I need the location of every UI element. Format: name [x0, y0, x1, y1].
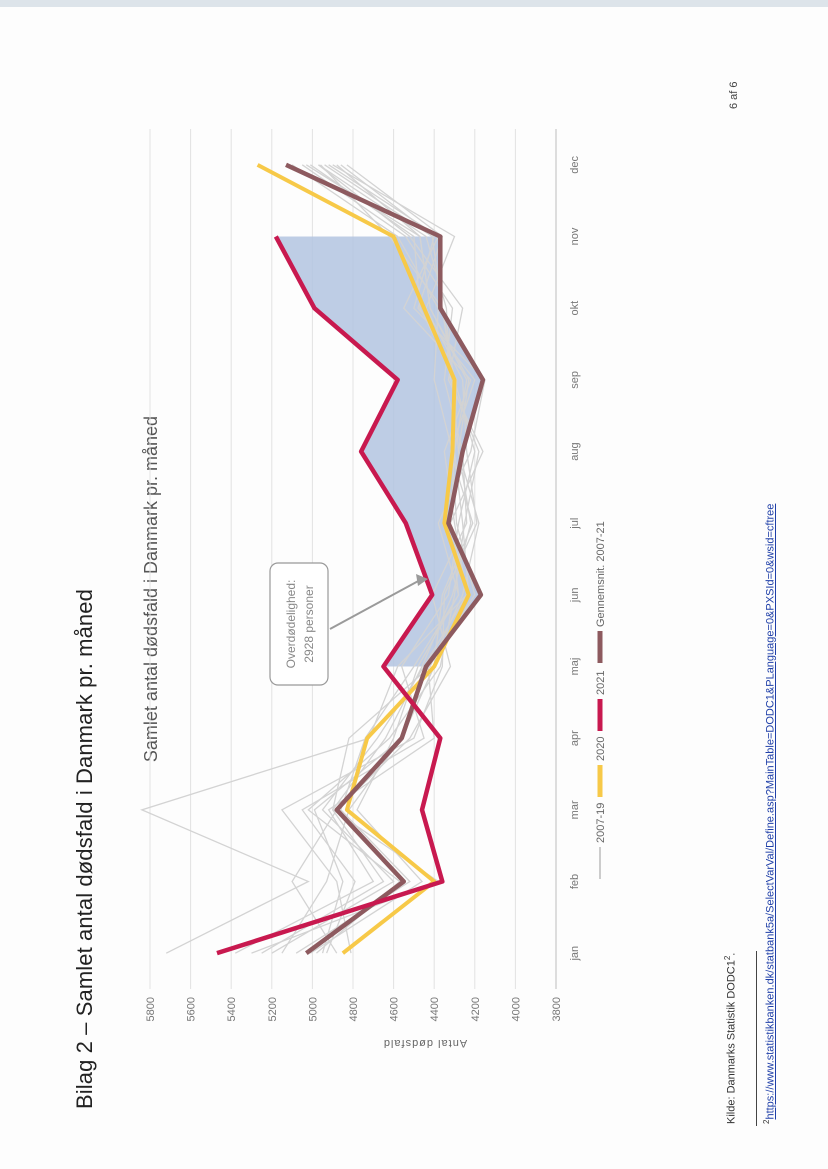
source-superscript: 2 [723, 955, 732, 961]
annotation-arrowhead [416, 574, 428, 586]
annotation-callout: Overdødelighed: 2928 personer [269, 562, 428, 686]
chart-title: Samlet antal dødsfald i Danmark pr. måne… [141, 416, 161, 762]
series-2021-line [216, 235, 445, 956]
annotation-arrow [329, 578, 423, 630]
annotation-line-2: 2928 personer [302, 585, 316, 662]
legend-label-2020: 2020 [595, 737, 607, 761]
y-tick-label: 4400 [429, 997, 441, 1021]
y-tick-label: 5200 [267, 997, 279, 1021]
footnote-number: 2 [762, 1119, 771, 1124]
y-tick-label: 4800 [348, 997, 360, 1021]
y-tick-label: 4200 [470, 997, 482, 1021]
footnote-link[interactable]: https://www.statistikbanken.dk/statbank5… [764, 503, 777, 1120]
x-tick-label: okt [569, 301, 581, 316]
series-2007-19-line [307, 164, 480, 954]
series-2007-19-line [301, 164, 476, 954]
x-tick-label: nov [569, 227, 581, 245]
x-tick-label: aug [569, 442, 581, 460]
annotation-box [269, 562, 329, 686]
legend: 2007-19 2020 2021 Gennemsnit. 2007-21 [595, 521, 607, 879]
x-tick-label: mar [569, 800, 581, 819]
y-tick-label: 3800 [551, 997, 563, 1021]
source-end: . [725, 952, 738, 956]
annotation-line-1: Overdødelighed: [284, 580, 298, 669]
x-tick-label: dec [569, 155, 581, 173]
legend-label-average: Gennemsnit. 2007-21 [595, 521, 607, 627]
series-2007-19-line [291, 164, 468, 954]
excess-mortality-area [275, 236, 483, 667]
x-tick-label: jul [569, 518, 581, 530]
series-average-line [285, 162, 486, 955]
series-2007-19-line [280, 164, 478, 954]
page-number: 6 af 6 [728, 81, 740, 109]
y-tick-label: 4000 [510, 997, 522, 1021]
series-2020-line [256, 163, 471, 955]
y-tick-label: 5400 [226, 997, 238, 1021]
legend-label-2007-19: 2007-19 [595, 803, 607, 843]
x-axis-ticks: jan feb mar apr maj jun jul aug sep okt nov dec [569, 155, 581, 961]
footnote: 2https://www.statistikbanken.dk/statbank… [762, 504, 777, 1124]
y-axis-label: Antal dødsfald [383, 1037, 467, 1049]
top-edge-strip [0, 0, 828, 7]
source-citation: Kilde: Danmarks Statistik DODC12. [723, 953, 738, 1124]
x-tick-label: sep [569, 371, 581, 389]
y-tick-label: 5600 [186, 997, 198, 1021]
y-tick-label: 4600 [389, 997, 401, 1021]
x-tick-label: jan [569, 946, 581, 962]
x-tick-label: maj [569, 658, 581, 676]
source-text: Kilde: Danmarks Statistik DODC1 [725, 960, 738, 1124]
footnote-separator [756, 951, 757, 1126]
y-tick-label: 5000 [307, 997, 319, 1021]
legend-label-2021: 2021 [595, 671, 607, 695]
y-tick-label: 5800 [145, 997, 157, 1021]
x-tick-label: feb [569, 874, 581, 889]
x-tick-label: jun [569, 587, 581, 603]
y-axis-ticks: 3800 4000 4200 4400 4600 4800 5000 5200 5400 5600… [145, 997, 563, 1021]
x-tick-label: apr [569, 730, 581, 746]
